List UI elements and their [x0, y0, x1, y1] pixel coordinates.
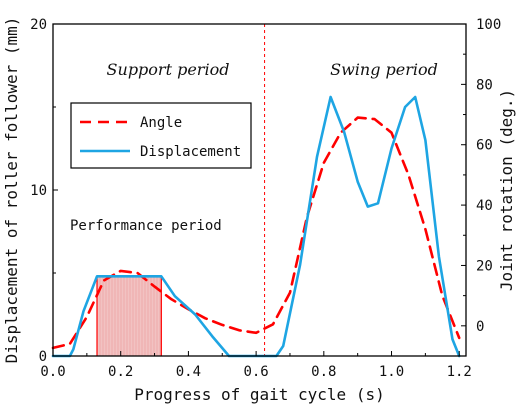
support-period-label: Support period — [107, 60, 230, 79]
x-tick-label: 1.0 — [379, 364, 404, 380]
performance-period-label: Performance period — [70, 218, 222, 234]
legend-label-displacement: Displacement — [140, 144, 241, 160]
swing-period-label: Swing period — [330, 60, 438, 79]
y-axis-left-title: Displacement of roller follower (mm) — [2, 17, 21, 364]
x-tick-label: 0.8 — [311, 364, 336, 380]
y-right-tick-label: 60 — [476, 138, 493, 154]
x-tick-label: 0.6 — [243, 364, 268, 380]
y-right-tick-label: 0 — [476, 319, 484, 335]
y-left-tick-label: 20 — [30, 17, 47, 33]
legend: Angle Displacement — [70, 102, 252, 169]
y-left-tick-label: 0 — [39, 349, 47, 365]
plot-layer: 0.0 0.2 0.4 0.6 0.8 1.0 1.2 0 10 20 0 20 40 60 80 100 — [30, 17, 501, 380]
legend-box — [70, 102, 252, 169]
x-tick-label: 1.2 — [447, 364, 472, 380]
y-left-tick-label: 10 — [30, 183, 47, 199]
x-tick-label: 0.2 — [108, 364, 133, 380]
y-right-tick-label: 40 — [476, 198, 493, 214]
y-right-tick-label: 100 — [476, 17, 501, 33]
y-axis-right-title: Joint rotation (deg.) — [497, 89, 516, 291]
performance-shaded-region — [97, 276, 162, 356]
x-tick-label: 0.4 — [176, 364, 201, 380]
x-axis-title: Progress of gait cycle (s) — [134, 385, 384, 404]
series-line-displacement — [51, 95, 461, 358]
y-right-tick-label: 20 — [476, 258, 493, 274]
series-line-angle — [51, 116, 461, 350]
x-tick-label: 0.0 — [40, 364, 65, 380]
legend-label-angle: Angle — [140, 115, 182, 131]
y-right-tick-label: 80 — [476, 77, 493, 93]
